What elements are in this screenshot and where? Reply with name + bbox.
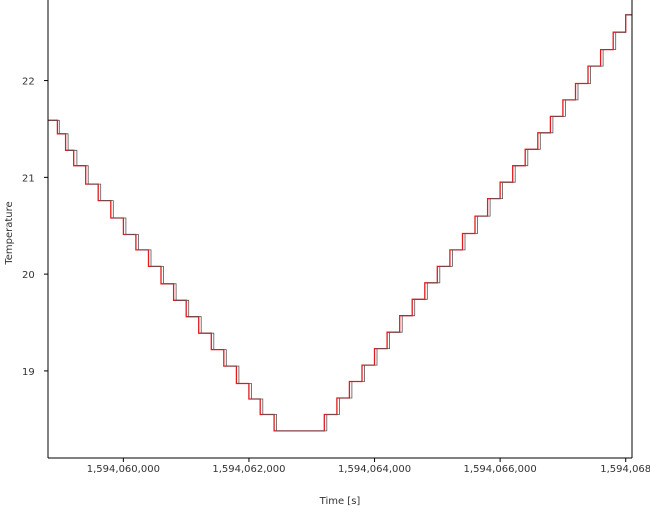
y-tick-label: 19: [22, 367, 35, 378]
y-tick-label: 20: [22, 270, 35, 281]
x-tick-label: 1,594,062,000: [212, 464, 285, 475]
x-tick-label: 1,594,066,000: [464, 464, 537, 475]
y-axis-title: Temperature: [4, 201, 15, 265]
y-tick-label: 21: [22, 173, 35, 184]
x-axis-title: Time [s]: [319, 496, 361, 507]
y-axis-ticks: 19 20 21 22: [22, 77, 48, 378]
series-line-2: [48, 14, 632, 432]
x-tick-label: 1,594,060,000: [87, 464, 160, 475]
x-tick-label: 1,594,064,000: [338, 464, 411, 475]
x-tick-label: 1,594,068: [600, 464, 650, 475]
y-tick-label: 22: [22, 77, 35, 88]
series-line-1: [48, 14, 632, 432]
x-axis-ticks: 1,594,060,000 1,594,062,000 1,594,064,000 1…: [87, 458, 650, 475]
plot-lines: [48, 14, 632, 432]
